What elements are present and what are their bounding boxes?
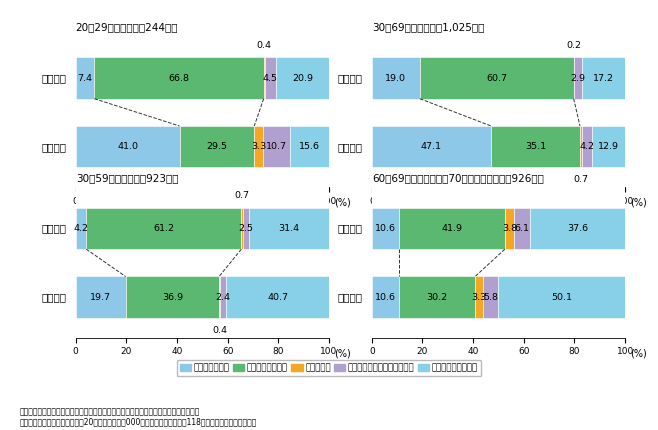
- Text: 41.0: 41.0: [117, 142, 138, 151]
- Text: 10.7: 10.7: [266, 142, 287, 151]
- Text: 37.6: 37.6: [567, 224, 588, 233]
- Text: 4.2: 4.2: [74, 224, 88, 233]
- Bar: [180, 126, 254, 167]
- Text: 4.2: 4.2: [580, 142, 595, 151]
- Bar: [241, 208, 243, 249]
- Text: 15.6: 15.6: [299, 142, 320, 151]
- Bar: [276, 57, 329, 99]
- Bar: [220, 276, 226, 318]
- Text: 17.2: 17.2: [593, 74, 614, 83]
- Bar: [249, 208, 329, 249]
- Text: 7.4: 7.4: [78, 74, 93, 83]
- Text: 「現実」: 「現実」: [338, 142, 363, 152]
- Bar: [574, 57, 582, 99]
- Text: 10.6: 10.6: [374, 293, 395, 302]
- Bar: [219, 276, 220, 318]
- Text: 47.1: 47.1: [421, 142, 442, 151]
- Bar: [372, 57, 420, 99]
- Bar: [582, 126, 592, 167]
- Bar: [126, 276, 219, 318]
- Text: 「希望」: 「希望」: [338, 224, 363, 233]
- Text: 0.2: 0.2: [567, 41, 582, 50]
- Bar: [592, 126, 625, 167]
- Bar: [372, 126, 491, 167]
- Bar: [76, 208, 86, 249]
- Text: 3.3: 3.3: [472, 293, 487, 302]
- Text: 31.4: 31.4: [279, 224, 300, 233]
- Bar: [76, 126, 180, 167]
- Bar: [94, 57, 264, 99]
- Text: 3.3: 3.3: [251, 142, 266, 151]
- Text: 2.5: 2.5: [239, 224, 254, 233]
- Text: 2.9: 2.9: [570, 74, 586, 83]
- Bar: [263, 126, 290, 167]
- Text: 4.5: 4.5: [263, 74, 278, 83]
- Bar: [505, 208, 515, 249]
- Text: (%): (%): [630, 198, 647, 208]
- Bar: [76, 57, 94, 99]
- Bar: [484, 276, 498, 318]
- Text: 30～69歳（男性）（1,025人）: 30～69歳（男性）（1,025人）: [372, 22, 484, 32]
- Bar: [254, 126, 263, 167]
- Text: 「希望」: 「希望」: [42, 73, 67, 83]
- Text: 0.7: 0.7: [235, 191, 250, 200]
- Text: 0.4: 0.4: [257, 41, 272, 50]
- Text: 「現実」: 「現実」: [338, 292, 363, 302]
- Text: 0.7: 0.7: [573, 175, 588, 184]
- Bar: [76, 276, 126, 318]
- Text: 30.2: 30.2: [426, 293, 447, 302]
- Bar: [372, 208, 399, 249]
- Bar: [86, 208, 241, 249]
- Text: 19.0: 19.0: [386, 74, 407, 83]
- Text: 「希望」: 「希望」: [42, 224, 67, 233]
- Text: 「希望」: 「希望」: [338, 73, 363, 83]
- Text: 10.6: 10.6: [374, 224, 395, 233]
- Text: 50.1: 50.1: [551, 293, 572, 302]
- Bar: [580, 126, 582, 167]
- Bar: [475, 276, 484, 318]
- Text: 30～59歳（女性）（923人）: 30～59歳（女性）（923人）: [76, 173, 178, 183]
- Bar: [491, 126, 580, 167]
- Text: 60.7: 60.7: [486, 74, 507, 83]
- Bar: [530, 208, 625, 249]
- Text: 35.1: 35.1: [525, 142, 546, 151]
- Text: 2.4: 2.4: [216, 293, 230, 302]
- Text: 41.9: 41.9: [442, 224, 462, 233]
- Bar: [420, 57, 574, 99]
- Bar: [498, 276, 625, 318]
- Text: （備考）　１．内閣府「男女共同参画社会に関する世論調査」（平成９年）より作成。: （備考） １．内閣府「男女共同参画社会に関する世論調査」（平成９年）より作成。: [20, 408, 200, 417]
- Text: 40.7: 40.7: [267, 293, 288, 302]
- Bar: [265, 57, 276, 99]
- Bar: [290, 126, 329, 167]
- Bar: [264, 57, 265, 99]
- Text: 66.8: 66.8: [168, 74, 190, 83]
- Bar: [243, 208, 249, 249]
- Bar: [515, 208, 530, 249]
- Text: ２．調査対象：全国20歳以上の者５，000人（有効回収数：３，118人、回収率：６２．４％）: ２．調査対象：全国20歳以上の者５，000人（有効回収数：３，118人、回収率：…: [20, 417, 257, 426]
- Text: (%): (%): [630, 348, 647, 359]
- Bar: [399, 276, 475, 318]
- Legend: 「仕事」を優先, 複数の活動を優先, わからない, 「地域・個人の生活」を優先, 「家庭生活」を優先: 「仕事」を優先, 複数の活動を優先, わからない, 「地域・個人の生活」を優先,…: [176, 360, 482, 376]
- Text: 0.4: 0.4: [212, 326, 227, 335]
- Bar: [582, 57, 625, 99]
- Text: 5.8: 5.8: [484, 293, 498, 302]
- Text: 6.1: 6.1: [515, 224, 530, 233]
- Bar: [226, 276, 329, 318]
- Text: 29.5: 29.5: [207, 142, 228, 151]
- Text: (%): (%): [334, 348, 351, 359]
- Text: 20.9: 20.9: [292, 74, 313, 83]
- Text: 19.7: 19.7: [90, 293, 111, 302]
- Text: 「現実」: 「現実」: [42, 292, 67, 302]
- Text: 36.9: 36.9: [162, 293, 183, 302]
- Bar: [399, 208, 505, 249]
- Text: 3.8: 3.8: [502, 224, 517, 233]
- Bar: [372, 276, 399, 318]
- Text: 20〖29歳（男女）（244人）: 20〖29歳（男女）（244人）: [76, 22, 178, 32]
- Text: 12.9: 12.9: [598, 142, 619, 151]
- Text: 60～69歳（女性）及ょ70歳以上（男女）（926人）: 60～69歳（女性）及ょ70歳以上（男女）（926人）: [372, 173, 544, 183]
- Text: (%): (%): [334, 198, 351, 208]
- Text: 61.2: 61.2: [153, 224, 174, 233]
- Text: 「現実」: 「現実」: [42, 142, 67, 152]
